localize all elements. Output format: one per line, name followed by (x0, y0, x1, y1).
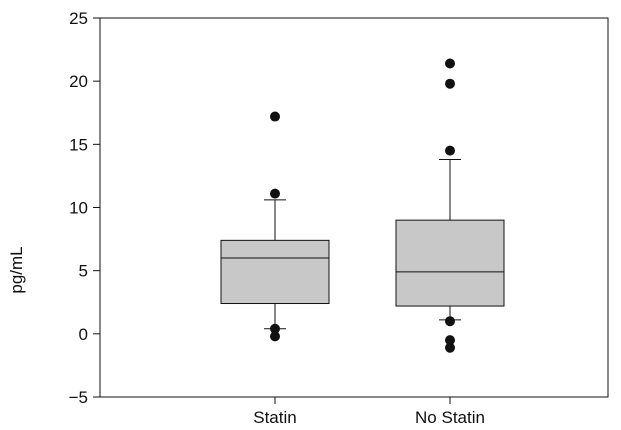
outlier-point (445, 342, 455, 353)
outlier-point (445, 78, 455, 89)
outlier-point (270, 111, 280, 122)
outlier-point (445, 316, 455, 327)
outlier-point (445, 58, 455, 69)
y-tick-label: 0 (79, 325, 88, 344)
y-tick-label: 10 (69, 199, 88, 218)
outlier-point (445, 335, 455, 346)
y-axis-title: pg/mL (7, 246, 26, 293)
iqr-box (220, 239, 330, 305)
y-tick-label: −5 (69, 388, 88, 407)
x-tick-label: Statin (253, 408, 296, 427)
outlier-point (270, 323, 280, 334)
y-tick-label: 20 (69, 72, 88, 91)
box-group (395, 58, 505, 353)
iqr-box (395, 219, 505, 307)
outlier-point (270, 331, 280, 342)
x-axis: Statin No Statin (253, 397, 485, 427)
y-tick-label: 25 (69, 9, 88, 28)
plot-frame (99, 17, 609, 398)
plot-area (99, 17, 609, 398)
outlier-point (270, 188, 280, 199)
outlier-point (445, 145, 455, 156)
y-tick-label: 5 (79, 262, 88, 281)
boxes-layer (220, 58, 505, 353)
y-tick-label: 15 (69, 135, 88, 154)
x-tick-label: No Statin (415, 408, 485, 427)
y-axis: −5 0 5 10 15 20 25 (69, 9, 100, 407)
box-group (220, 111, 330, 342)
